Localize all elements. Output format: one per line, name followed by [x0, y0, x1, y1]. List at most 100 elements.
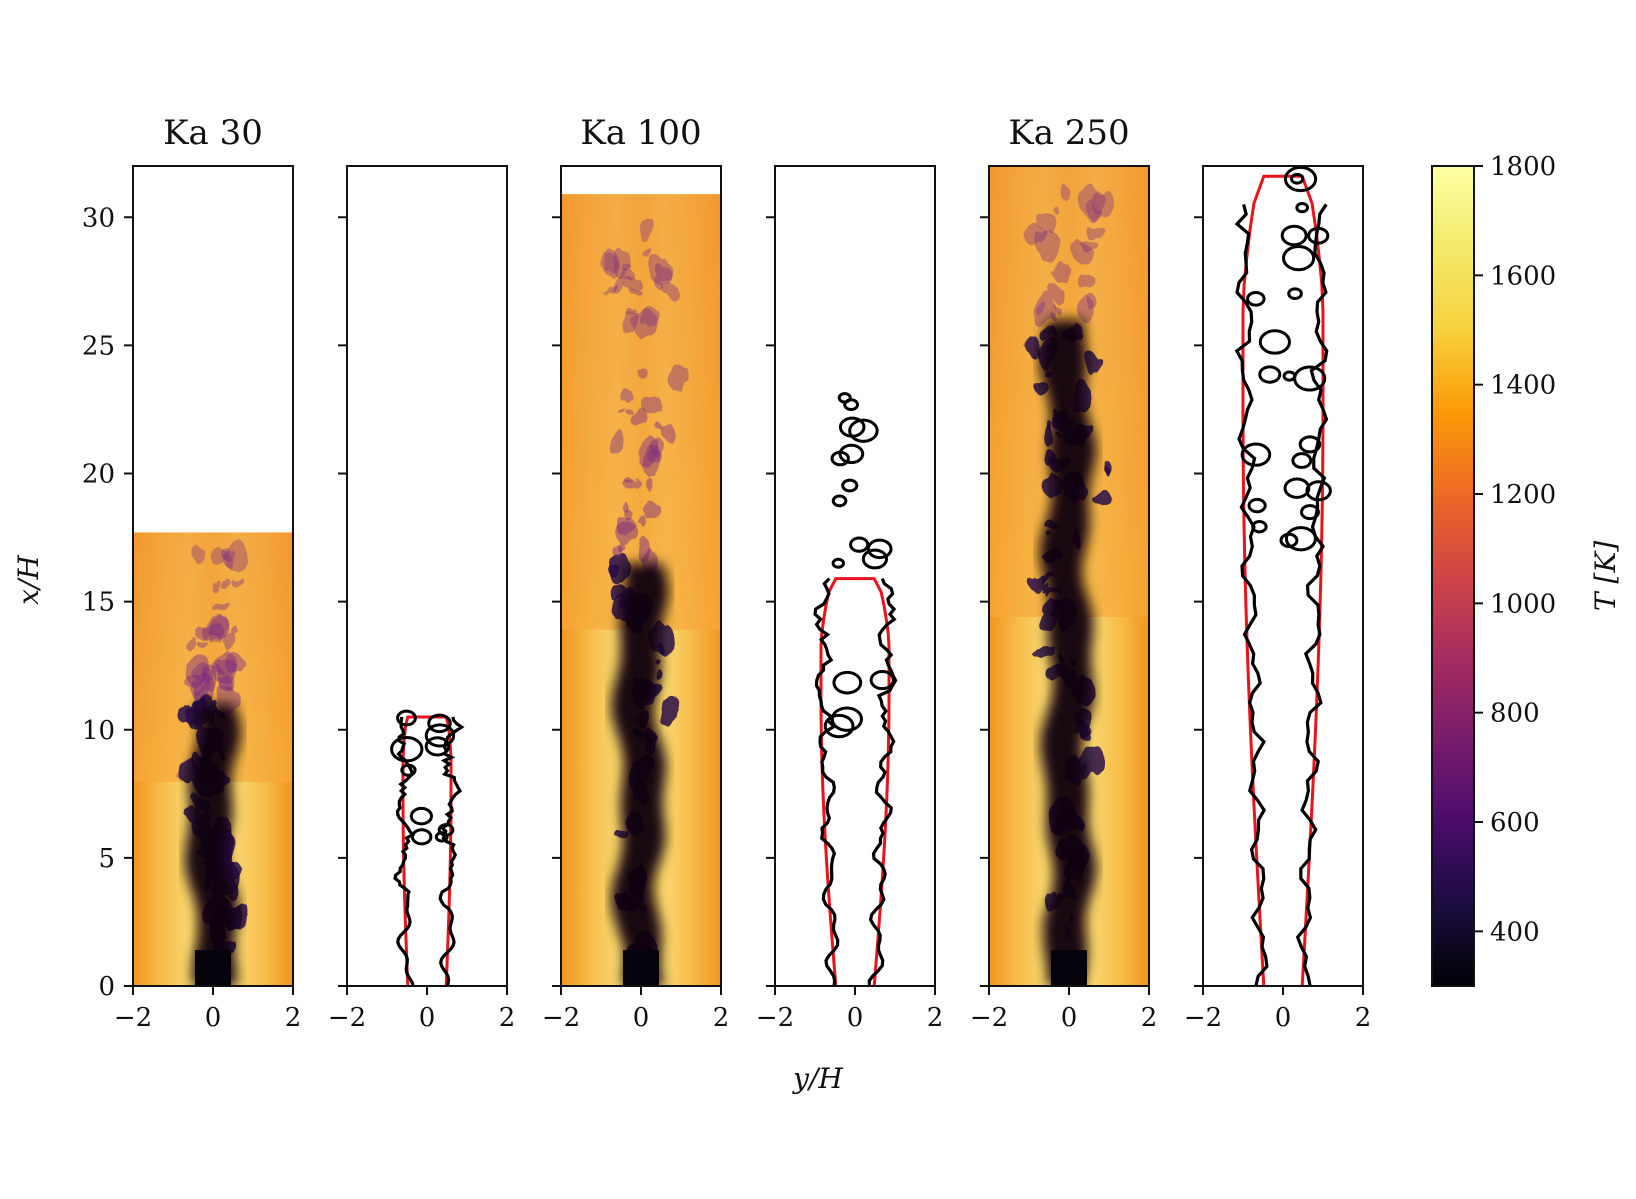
eddy: [616, 407, 623, 412]
eddy: [658, 701, 676, 727]
eddy: [630, 313, 655, 337]
eddy: [636, 219, 657, 241]
x-tick-label: 0: [847, 1003, 864, 1033]
flame-island: [424, 723, 456, 748]
panel-frame: [1202, 165, 1364, 987]
panel-plot-area: [813, 392, 898, 986]
eddy: [228, 625, 239, 634]
panel-titles-group: Ka 30 Ka 100 Ka 250: [163, 113, 1130, 153]
flame-island: [832, 670, 863, 695]
eddy: [605, 563, 622, 576]
eddy: [188, 653, 210, 684]
eddy: [1083, 224, 1104, 238]
flame-island: [869, 669, 895, 691]
y-tick-label: 5: [98, 844, 115, 874]
flame-island: [1258, 329, 1291, 355]
panel-frame: [346, 165, 508, 987]
eddy: [615, 513, 639, 535]
colorbar-tick-label: 600: [1490, 808, 1540, 838]
flame-island: [1291, 452, 1313, 469]
eddy: [191, 636, 200, 646]
flame-island: [1247, 497, 1267, 514]
x-tick-label: 0: [1061, 1003, 1078, 1033]
flame-island: [838, 443, 865, 465]
eddy: [629, 409, 648, 425]
colorbar-tick-label: 1800: [1490, 152, 1556, 182]
panel-title: Ka 250: [1008, 113, 1129, 153]
x-tick-label: 2: [1355, 1003, 1372, 1033]
eddy: [1082, 747, 1106, 779]
y-tick-label: 25: [82, 331, 115, 361]
x-tick-label: −2: [1184, 1003, 1222, 1033]
flame-island: [1284, 526, 1317, 552]
x-tick-label: 2: [927, 1003, 944, 1033]
flame-island: [1305, 480, 1332, 502]
flame-island: [1240, 442, 1272, 467]
flame-island: [1282, 245, 1316, 272]
eddy: [1048, 202, 1057, 211]
flame-island: [830, 450, 850, 467]
eddy: [619, 389, 631, 403]
flame-island: [1246, 290, 1266, 307]
y-axis-label: x/H: [12, 555, 45, 605]
colorbar-group: 400 600 800 1000 1200 1400 1600 1800 T [K]: [1431, 152, 1622, 987]
panel-title: Ka 100: [580, 113, 701, 153]
eddy: [1044, 285, 1060, 303]
eddy: [663, 280, 684, 299]
panel-6: −2 0 2: [1184, 165, 1372, 1033]
eddy: [625, 479, 642, 490]
eddy: [617, 542, 626, 552]
eddy: [666, 364, 688, 392]
flame-island: [849, 536, 870, 553]
x-tick-label: −2: [542, 1003, 580, 1033]
flame-island: [830, 706, 863, 732]
flame-island: [1298, 435, 1322, 454]
eddy: [649, 257, 672, 287]
flame-island: [1282, 370, 1297, 382]
eddy: [630, 290, 641, 298]
colorbar-tick-label: 1200: [1490, 480, 1556, 510]
eddy: [1038, 228, 1062, 261]
eddy: [623, 409, 631, 416]
colorbar-tick-label: 1400: [1490, 371, 1556, 401]
panel-frame: [774, 165, 936, 987]
flame-island: [843, 398, 860, 412]
flame-island: [866, 538, 893, 560]
cold-core-glow: [184, 704, 241, 986]
eddy: [1029, 572, 1049, 589]
flame-island: [427, 713, 452, 734]
eddy: [1028, 295, 1051, 326]
flame-island: [1287, 287, 1303, 301]
flame-island: [1283, 477, 1311, 499]
flame-island: [400, 763, 417, 777]
inlet-jet: [195, 950, 231, 986]
panel-plot-area: [989, 166, 1149, 986]
eddy: [637, 439, 657, 469]
y-tick-label: 15: [82, 588, 115, 618]
flame-island: [1290, 172, 1305, 185]
y-tick-label: 30: [82, 203, 115, 233]
x-tick-label: −2: [756, 1003, 794, 1033]
eddy: [639, 514, 650, 527]
eddy: [1092, 489, 1112, 507]
x-tick-label: 0: [633, 1003, 650, 1033]
instant-contour-left: [1234, 204, 1269, 986]
colorbar-gradient: [1431, 165, 1475, 987]
panel-plot-area: [133, 532, 293, 986]
x-axis-label: y/H: [791, 1062, 843, 1095]
x-tick-label: 2: [499, 1003, 516, 1033]
eddy: [193, 686, 203, 693]
flame-island: [831, 557, 846, 569]
eddy: [628, 476, 639, 484]
cold-core: [1039, 319, 1097, 986]
eddy: [607, 431, 625, 456]
panel-title: Ka 30: [163, 113, 263, 153]
flame-island: [861, 548, 889, 570]
eddy: [220, 545, 239, 560]
flame-island: [1293, 365, 1327, 392]
eddy: [1039, 211, 1053, 232]
eddy: [203, 620, 222, 641]
